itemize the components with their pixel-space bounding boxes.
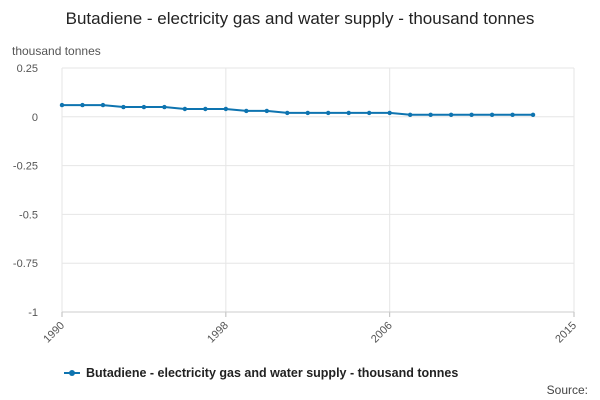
data-point[interactable] — [223, 106, 229, 112]
data-point[interactable] — [489, 112, 495, 118]
data-point[interactable] — [387, 110, 392, 116]
y-tick-label: -1 — [28, 307, 38, 319]
y-tick-label: 0.25 — [17, 63, 38, 75]
data-point[interactable] — [469, 112, 474, 118]
series-line-group — [59, 102, 536, 118]
legend-marker-icon — [64, 370, 80, 376]
data-point[interactable] — [367, 110, 372, 116]
x-tick-label: 2015 — [553, 320, 579, 346]
data-point[interactable] — [346, 110, 351, 116]
data-point[interactable] — [59, 102, 65, 108]
y-axis-unit-label: thousand tonnes — [12, 44, 101, 58]
data-point[interactable] — [510, 112, 515, 118]
y-tick-label: -0.75 — [13, 258, 38, 270]
data-point[interactable] — [448, 112, 454, 118]
legend[interactable]: Butadiene - electricity gas and water su… — [64, 366, 458, 380]
data-point[interactable] — [182, 106, 188, 112]
source-label: Source: — [546, 383, 588, 397]
data-point[interactable] — [141, 104, 147, 110]
data-point[interactable] — [121, 104, 126, 110]
data-point[interactable] — [162, 104, 167, 110]
y-tick-label: -0.25 — [13, 161, 38, 173]
data-point[interactable] — [80, 102, 85, 108]
x-tick-label: 1998 — [205, 320, 231, 346]
data-point[interactable] — [407, 112, 413, 118]
y-tick-label: -0.5 — [19, 209, 38, 221]
y-tick-labels: 0.25 0 -0.25 -0.5 -0.75 -1 — [13, 63, 38, 319]
data-point[interactable] — [285, 110, 290, 116]
series-line — [62, 104, 533, 116]
data-point[interactable] — [326, 110, 331, 116]
data-point[interactable] — [244, 108, 249, 114]
legend-label: Butadiene - electricity gas and water su… — [86, 366, 459, 380]
data-point[interactable] — [428, 112, 433, 118]
y-tick-label: 0 — [32, 112, 38, 124]
data-point[interactable] — [305, 110, 310, 116]
chart-title: Butadiene - electricity gas and water su… — [65, 9, 535, 28]
data-point[interactable] — [100, 102, 106, 108]
data-point[interactable] — [530, 112, 536, 118]
axes — [61, 311, 575, 317]
x-tick-labels: 1990 1998 2006 2015 — [41, 320, 579, 346]
data-point[interactable] — [264, 108, 269, 114]
x-tick-label: 1990 — [41, 320, 67, 346]
x-tick-label: 2006 — [369, 320, 395, 346]
data-point[interactable] — [203, 106, 208, 112]
grid-lines — [61, 67, 575, 313]
